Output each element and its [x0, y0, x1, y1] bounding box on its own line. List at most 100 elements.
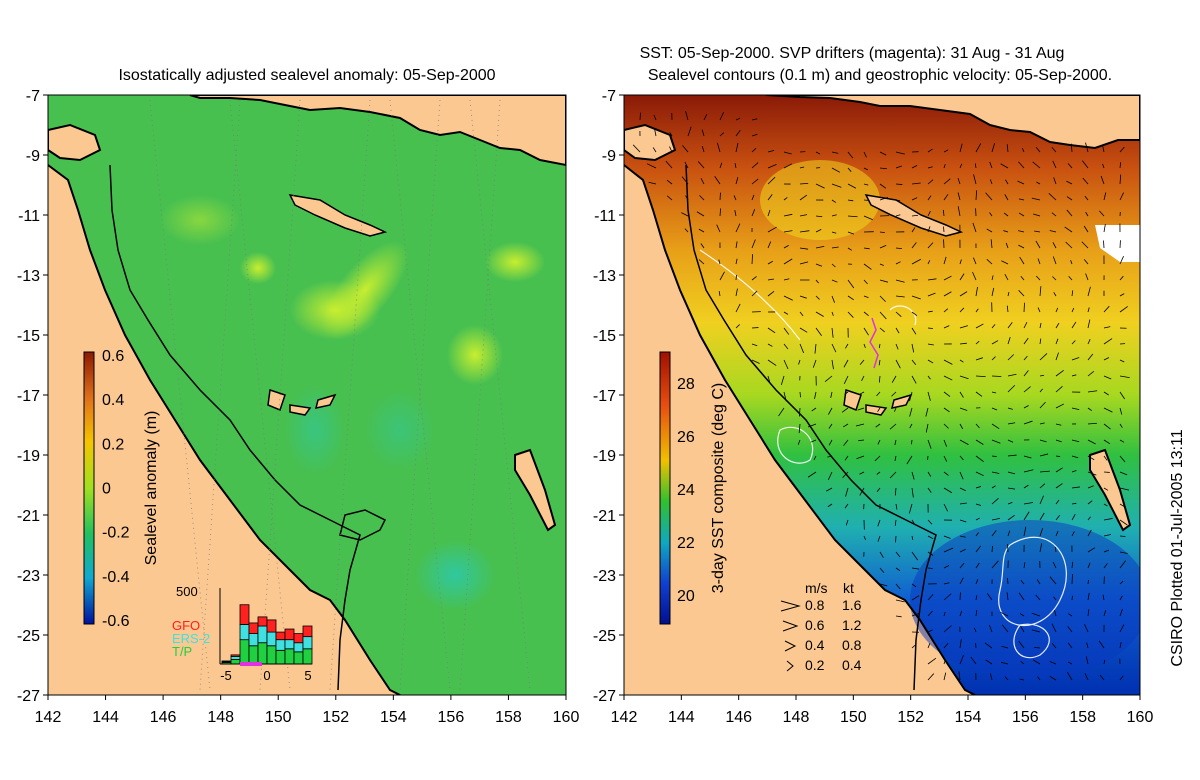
- velocity-arrow: [894, 439, 897, 446]
- velocity-arrow: [863, 535, 866, 540]
- velocity-arrow: [927, 519, 933, 525]
- velocity-arrow: [959, 391, 964, 398]
- velocity-arrow: [1003, 212, 1009, 217]
- velocity-arrow: [1103, 305, 1110, 313]
- velocity-arrow: [879, 167, 887, 170]
- velocity-arrow: [1039, 470, 1050, 473]
- velocity-legend-arrow: [784, 640, 797, 652]
- velocity-arrow: [959, 535, 966, 538]
- histogram-bar-tp: [302, 648, 313, 665]
- velocity-arrow: [1119, 375, 1130, 379]
- velocity-arrow: [1086, 642, 1089, 649]
- velocity-arrow: [1018, 198, 1025, 201]
- velocity-arrow: [943, 439, 947, 447]
- velocity-arrow: [878, 343, 881, 349]
- velocity-arrow: [767, 260, 773, 265]
- velocity-arrow: [1087, 529, 1092, 537]
- histogram-bar-ers: [230, 656, 241, 660]
- sst-colorbar-tick-label: 20: [677, 588, 695, 605]
- histogram-bar-gfo: [248, 622, 259, 635]
- velocity-arrow: [681, 176, 689, 185]
- velocity-arrow: [879, 327, 885, 333]
- velocity-arrow: [927, 226, 931, 233]
- velocity-arrow: [911, 535, 914, 541]
- velocity-arrow: [1019, 613, 1025, 617]
- velocity-arrow: [697, 161, 705, 169]
- velocity-arrow: [1087, 307, 1090, 313]
- velocity-arrow: [911, 613, 919, 617]
- velocity-arrow: [975, 439, 984, 445]
- velocity-arrow: [826, 487, 833, 492]
- histogram-bar-gfo: [284, 628, 295, 641]
- velocity-arrow: [970, 656, 977, 665]
- left-lat-tick-label: -11: [18, 208, 40, 225]
- velocity-arrow: [767, 327, 776, 334]
- histogram-bar-gfo: [257, 616, 268, 627]
- velocity-arrow: [751, 118, 758, 121]
- velocity-arrow: [682, 145, 689, 153]
- velocity-arrow: [878, 359, 881, 366]
- velocity-arrow: [989, 161, 993, 169]
- velocity-arrow: [799, 261, 809, 265]
- velocity-arrow: [959, 423, 964, 430]
- velocity-arrow: [1055, 403, 1065, 409]
- velocity-arrow: [751, 162, 759, 169]
- velocity-arrow: [988, 624, 993, 633]
- velocity-arrow: [863, 311, 869, 316]
- velocity-arrow: [943, 375, 953, 381]
- left-lon-tick-label: 156: [438, 709, 465, 726]
- velocity-arrow: [847, 215, 858, 218]
- velocity-arrow: [1119, 423, 1123, 428]
- velocity-arrow: [911, 197, 918, 201]
- left-lat-tick-label: -21: [17, 508, 40, 525]
- velocity-arrow: [815, 327, 822, 337]
- left-lat-tick-label: -15: [17, 328, 40, 345]
- velocity-arrow: [911, 242, 917, 249]
- velocity-arrow: [1119, 560, 1126, 569]
- velocity-arrow: [1052, 276, 1057, 281]
- velocity-arrow: [958, 671, 961, 681]
- velocity-arrow: [1018, 230, 1025, 233]
- velocity-arrow: [895, 214, 901, 217]
- velocity-arrow: [1102, 163, 1105, 169]
- velocity-arrow: [959, 359, 964, 363]
- velocity-arrow: [1039, 286, 1042, 297]
- velocity-arrow: [767, 291, 775, 297]
- velocity-arrow: [1103, 563, 1108, 569]
- velocity-arrow: [1039, 374, 1045, 377]
- velocity-arrow: [783, 163, 793, 169]
- histogram-bar-gfo: [302, 625, 313, 638]
- velocity-arrow: [799, 166, 805, 169]
- velocity-arrow: [1035, 594, 1041, 601]
- velocity-arrow: [876, 471, 881, 475]
- velocity-arrow: [991, 391, 997, 394]
- right-lat-tick-label: -11: [594, 208, 616, 225]
- velocity-arrow: [943, 672, 947, 681]
- velocity-arrow: [646, 163, 657, 169]
- velocity-legend-arrow: [780, 600, 801, 612]
- velocity-arrow: [911, 214, 919, 217]
- right-lon-tick-label: 154: [955, 709, 982, 726]
- velocity-arrow: [975, 503, 982, 506]
- velocity-arrow: [855, 423, 865, 427]
- right-lat-tick-label: -21: [593, 508, 616, 525]
- velocity-arrow: [799, 230, 810, 233]
- velocity-arrow: [699, 195, 705, 201]
- plot-credit: CSIRO Plotted 01-Jul-2005 13:11: [1169, 429, 1186, 666]
- velocity-arrow: [815, 263, 823, 267]
- velocity-arrow: [1119, 275, 1124, 281]
- velocity-arrow: [1019, 678, 1025, 681]
- velocity-arrow: [751, 359, 760, 364]
- velocity-arrow: [991, 471, 1000, 474]
- velocity-arrow: [843, 359, 849, 368]
- velocity-arrow: [894, 519, 897, 526]
- velocity-arrow: [1055, 307, 1059, 313]
- velocity-arrow: [681, 212, 689, 217]
- velocity-arrow: [975, 517, 980, 521]
- velocity-arrow: [989, 179, 993, 185]
- velocity-arrow: [959, 375, 969, 380]
- velocity-arrow: [1007, 407, 1013, 410]
- velocity-arrow: [959, 487, 966, 492]
- velocity-arrow: [1103, 609, 1107, 617]
- velocity-arrow: [959, 259, 962, 265]
